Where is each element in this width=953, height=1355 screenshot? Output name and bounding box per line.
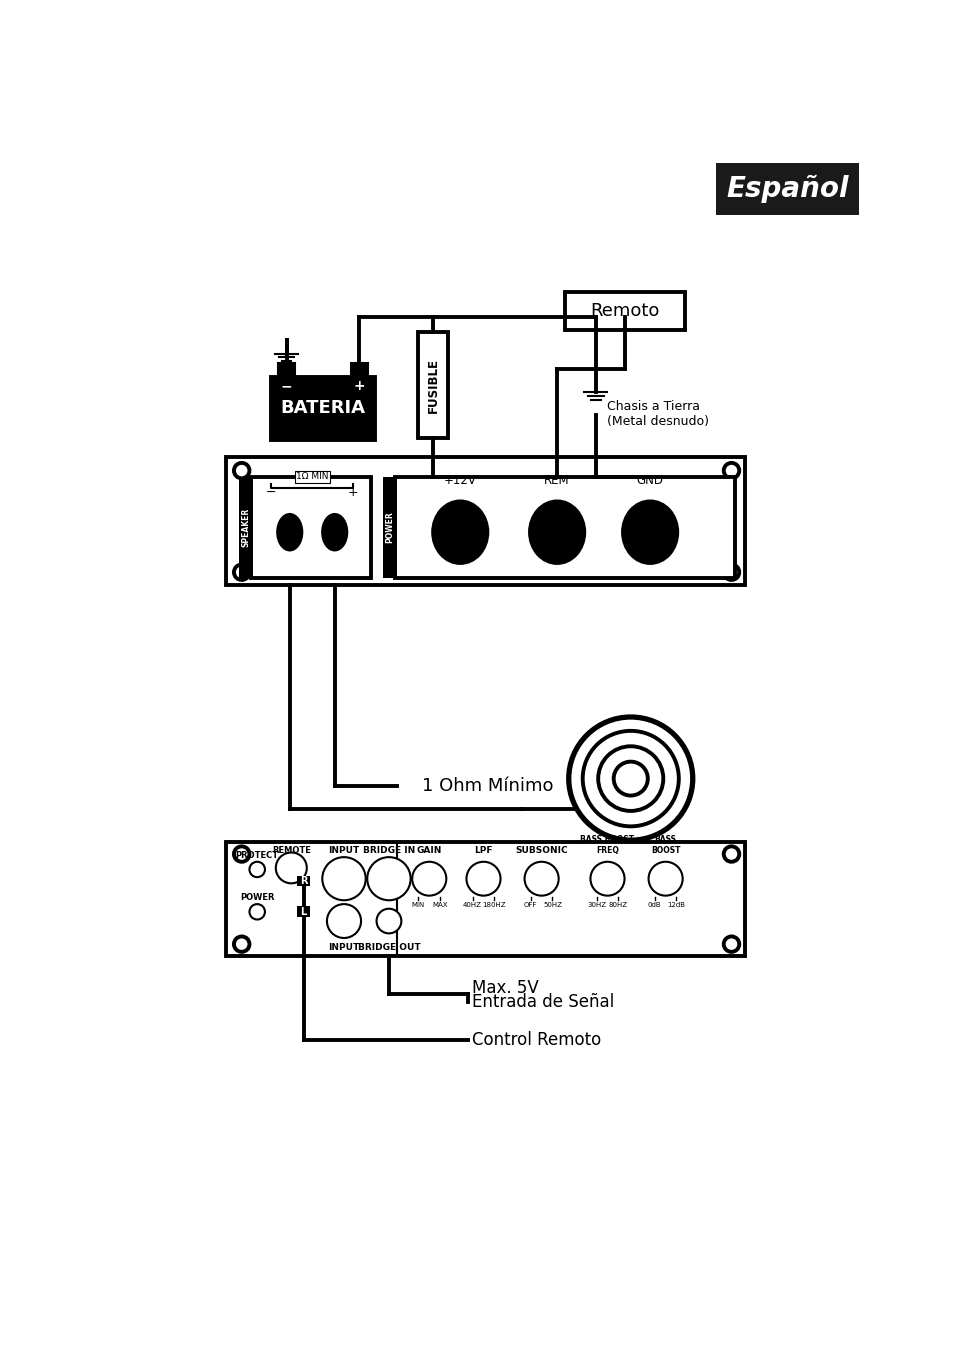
Bar: [278, 363, 294, 377]
Bar: [351, 363, 368, 377]
Circle shape: [376, 909, 401, 934]
Text: +: +: [348, 485, 358, 499]
Text: Remoto: Remoto: [590, 302, 659, 320]
Text: BATERIA: BATERIA: [280, 400, 365, 417]
Text: 40HZ: 40HZ: [462, 902, 481, 908]
Text: Chasis a Tierra
(Metal desnudo): Chasis a Tierra (Metal desnudo): [607, 400, 709, 428]
Ellipse shape: [321, 514, 348, 551]
Text: 180HZ: 180HZ: [482, 902, 506, 908]
Circle shape: [723, 463, 739, 478]
Text: Español: Español: [725, 175, 847, 203]
Bar: [239, 477, 253, 579]
Bar: [564, 291, 684, 331]
Circle shape: [582, 730, 679, 827]
Text: 0dB: 0dB: [647, 902, 660, 908]
Bar: [297, 906, 310, 917]
Text: POWER: POWER: [240, 893, 274, 902]
Text: +: +: [354, 379, 365, 393]
Circle shape: [524, 862, 558, 896]
Text: R: R: [299, 877, 307, 886]
Circle shape: [233, 565, 249, 580]
Bar: [716, 163, 858, 215]
Text: Max. 5V: Max. 5V: [472, 980, 538, 997]
Text: 30HZ: 30HZ: [586, 902, 605, 908]
Text: POWER: POWER: [385, 512, 394, 543]
Circle shape: [275, 852, 307, 883]
Circle shape: [322, 858, 365, 900]
Circle shape: [233, 463, 249, 478]
Text: SPEAKER: SPEAKER: [241, 508, 251, 547]
Bar: [226, 457, 744, 584]
Bar: [226, 841, 744, 955]
Circle shape: [590, 862, 624, 896]
Text: 12dB: 12dB: [667, 902, 685, 908]
Circle shape: [723, 936, 739, 951]
Bar: [395, 477, 735, 579]
Text: −: −: [266, 485, 276, 499]
Text: REM: REM: [544, 474, 569, 486]
Circle shape: [613, 762, 647, 795]
Text: Control Remoto: Control Remoto: [472, 1031, 600, 1049]
Text: 50HZ: 50HZ: [542, 902, 561, 908]
Text: LPF: LPF: [474, 846, 493, 855]
Circle shape: [249, 862, 265, 877]
Text: −: −: [280, 379, 293, 393]
Bar: [418, 332, 447, 438]
Circle shape: [327, 904, 360, 938]
Circle shape: [412, 862, 446, 896]
Circle shape: [598, 747, 662, 810]
Circle shape: [233, 847, 249, 862]
Circle shape: [367, 858, 410, 900]
Circle shape: [723, 847, 739, 862]
Text: L: L: [300, 906, 307, 917]
Text: INPUT: INPUT: [328, 943, 359, 953]
Text: INPUT: INPUT: [328, 846, 359, 855]
Text: GND: GND: [636, 474, 663, 486]
Text: REMOTE: REMOTE: [272, 846, 311, 855]
Text: MIN: MIN: [412, 902, 425, 908]
Text: 80HZ: 80HZ: [608, 902, 627, 908]
Circle shape: [568, 717, 692, 840]
Bar: [251, 477, 371, 579]
Bar: [382, 477, 396, 579]
Ellipse shape: [431, 500, 489, 565]
Circle shape: [233, 936, 249, 951]
Text: SUBSONIC: SUBSONIC: [515, 846, 567, 855]
Text: PROTECT: PROTECT: [235, 851, 278, 860]
Circle shape: [723, 565, 739, 580]
Circle shape: [249, 904, 265, 920]
Circle shape: [648, 862, 682, 896]
Ellipse shape: [276, 514, 303, 551]
Text: MAX: MAX: [432, 902, 447, 908]
Text: 1Ω MIN: 1Ω MIN: [295, 473, 328, 481]
Text: FUSIBLE: FUSIBLE: [426, 358, 439, 413]
Ellipse shape: [528, 500, 585, 565]
Text: +12V: +12V: [443, 474, 476, 486]
Bar: [297, 875, 310, 886]
Ellipse shape: [620, 500, 679, 565]
Text: GAIN: GAIN: [416, 846, 441, 855]
Text: Entrada de Señal: Entrada de Señal: [472, 993, 614, 1011]
Text: BRIDGE OUT: BRIDGE OUT: [357, 943, 420, 953]
Circle shape: [466, 862, 500, 896]
Text: OFF: OFF: [523, 902, 537, 908]
Bar: [271, 377, 375, 440]
Text: BRIDGE IN: BRIDGE IN: [362, 846, 415, 855]
Text: 1 Ohm Mínimo: 1 Ohm Mínimo: [421, 778, 553, 795]
Text: BASS BOOST
FREQ: BASS BOOST FREQ: [579, 835, 634, 855]
Text: BASS
BOOST: BASS BOOST: [650, 835, 679, 855]
